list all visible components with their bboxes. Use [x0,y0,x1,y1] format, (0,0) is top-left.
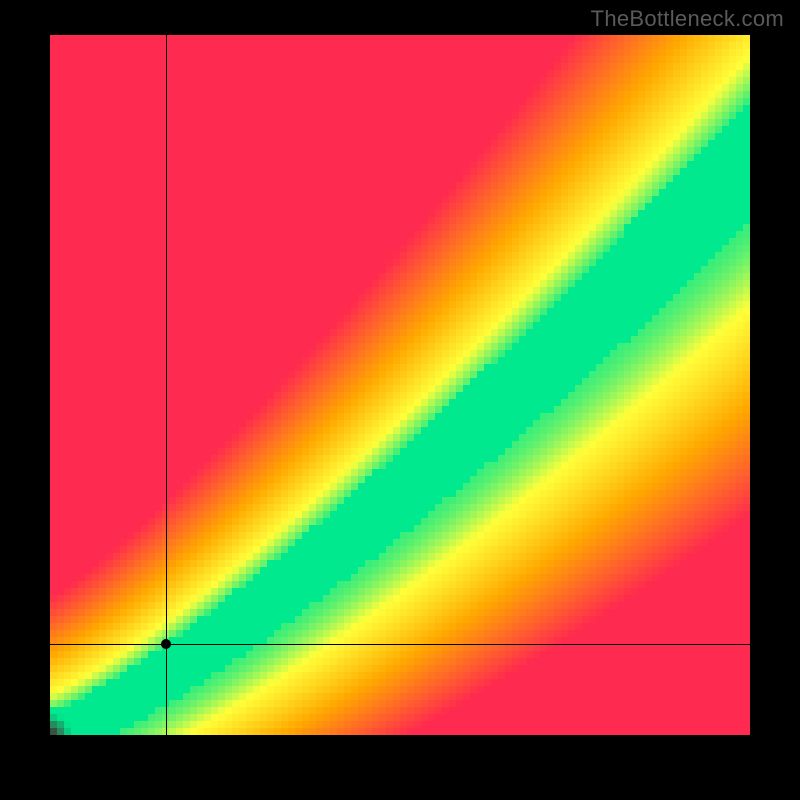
watermark-text: TheBottleneck.com [591,6,784,32]
heatmap-plot [50,35,750,735]
heatmap-canvas [50,35,750,735]
crosshair-vertical [166,35,167,735]
crosshair-marker [161,639,171,649]
crosshair-horizontal [50,644,750,645]
